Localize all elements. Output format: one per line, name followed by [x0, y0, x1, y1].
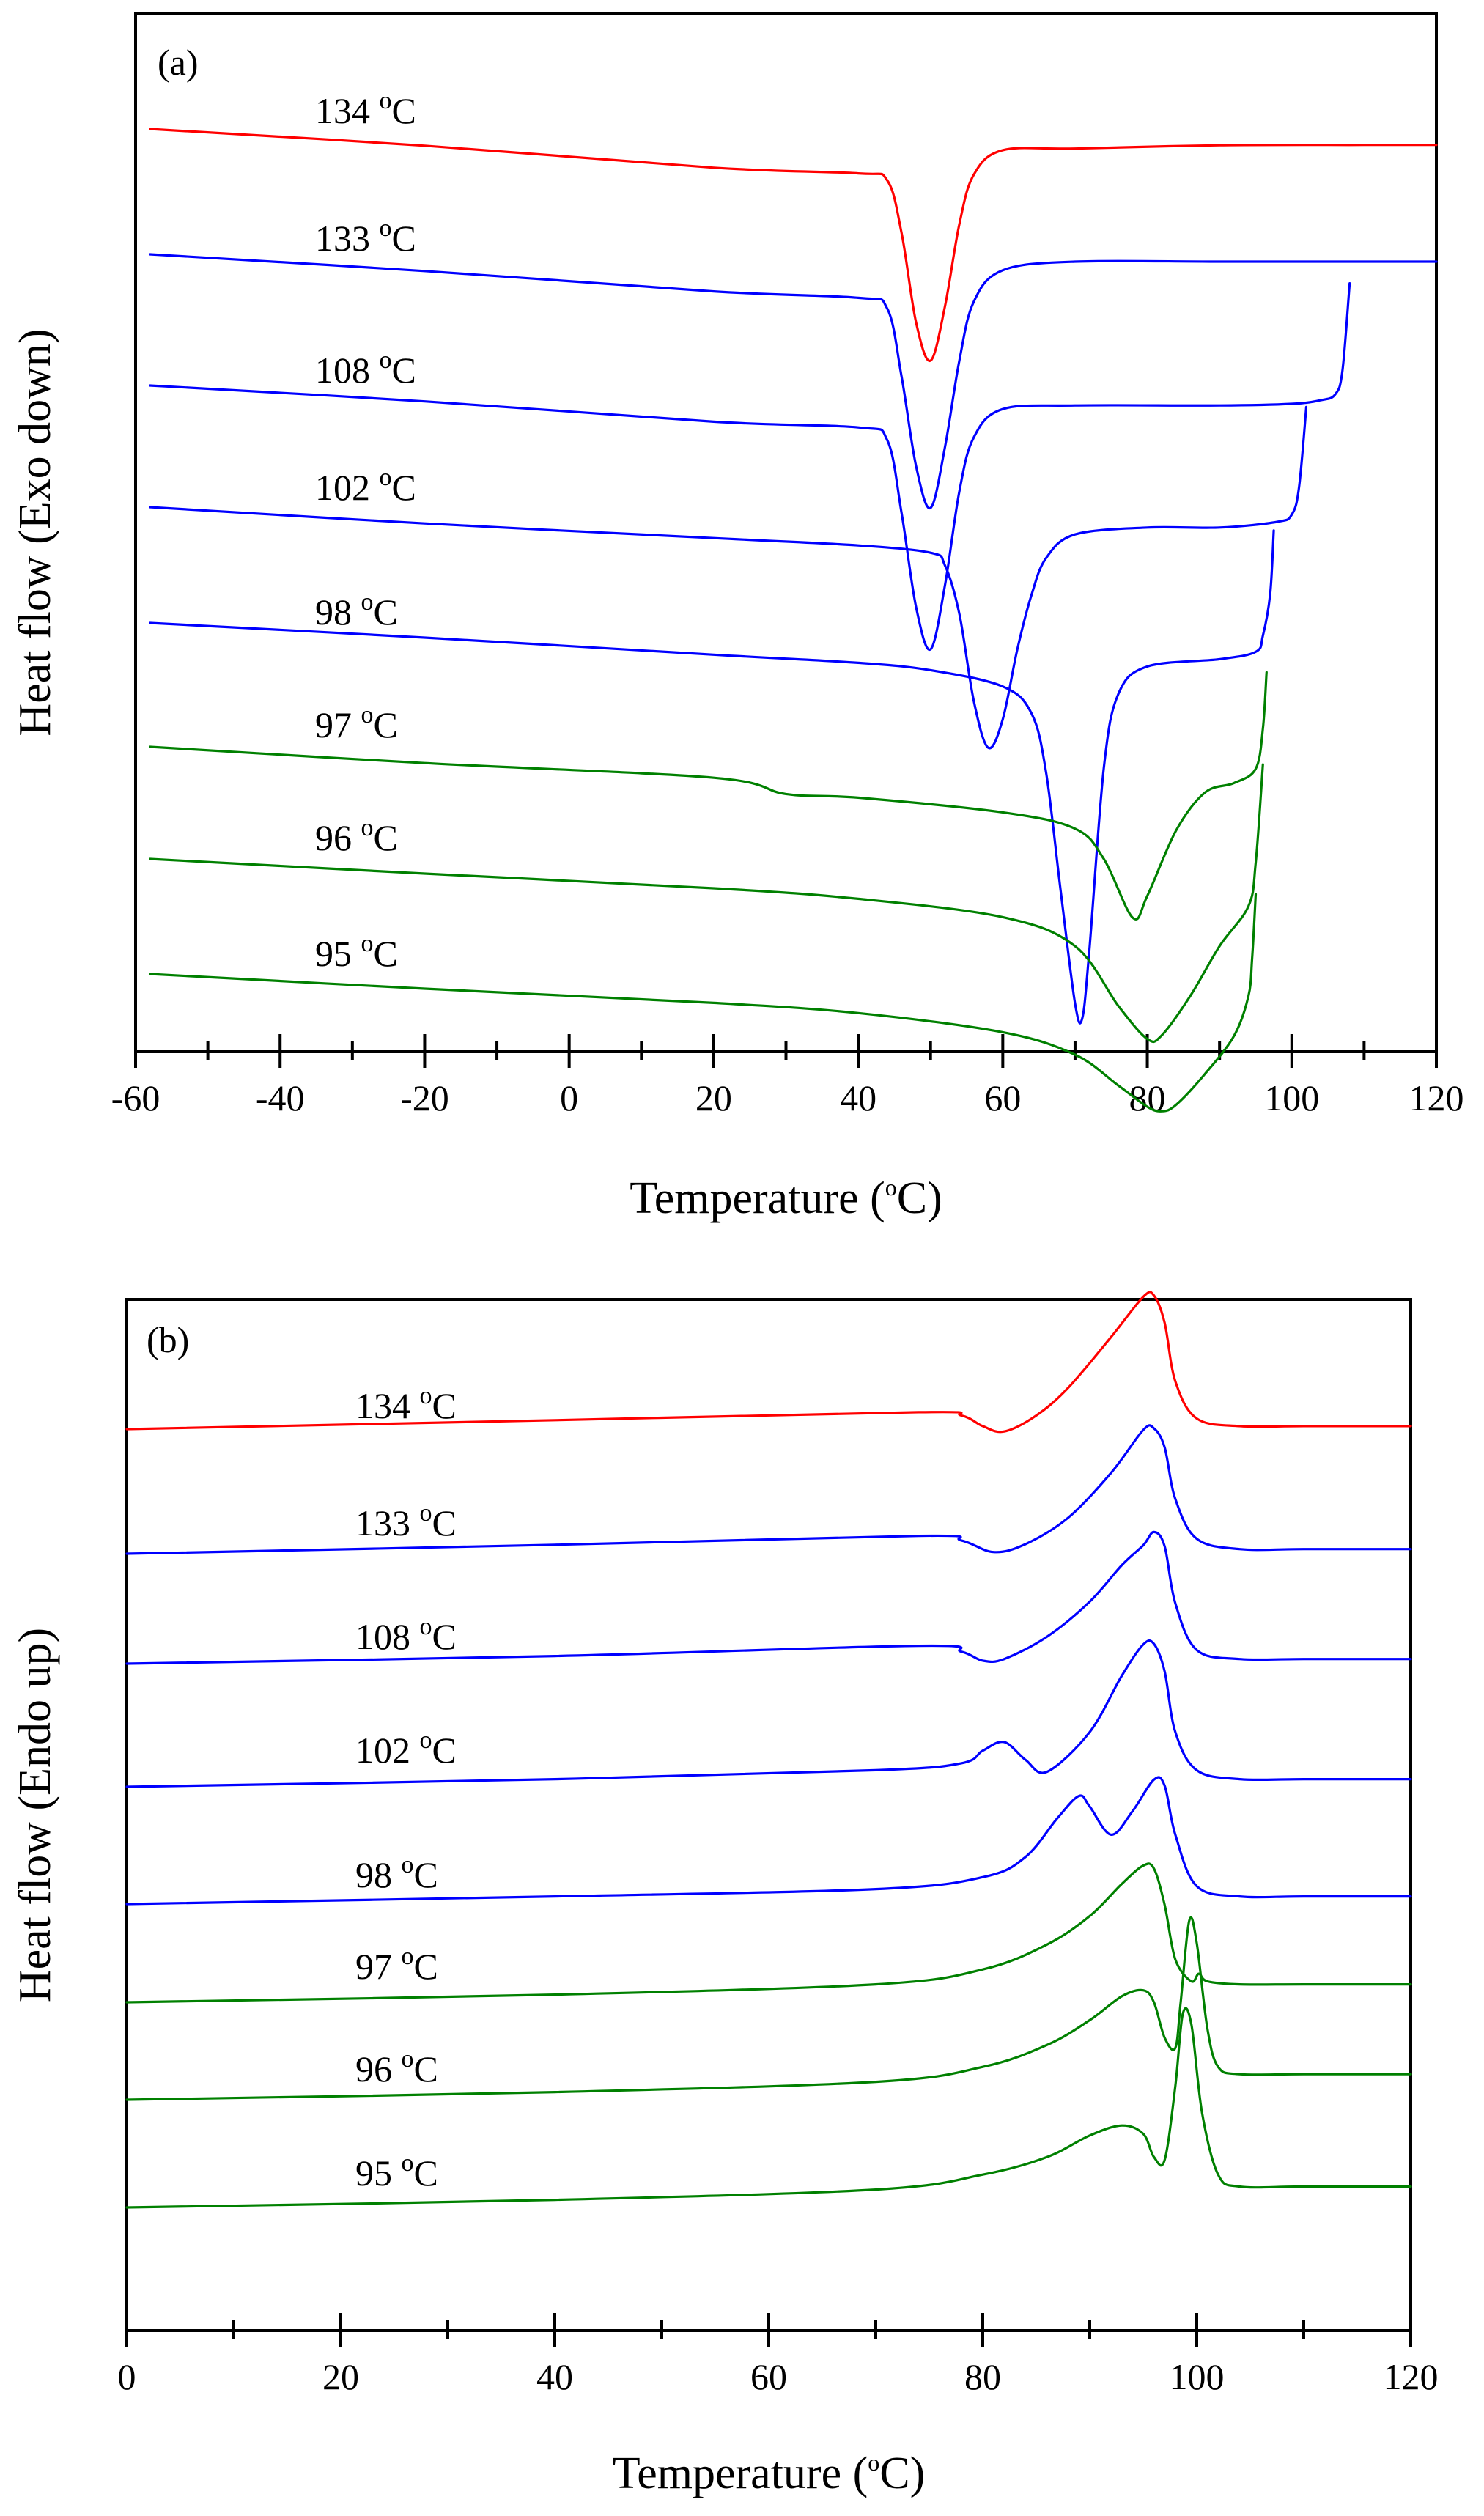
series-label-134: 134 oC [355, 1382, 457, 1426]
x-tick-label: 20 [322, 2356, 359, 2397]
series-line-134 [125, 1291, 1412, 1434]
series-label-96: 96 oC [315, 814, 398, 858]
panel-b: 0 20 40 60 80 100 120 (b) Temperature (oC) Heat f… [10, 1291, 1439, 2498]
series-label-134: 134 oC [315, 87, 416, 131]
x-tick-label: 60 [984, 1077, 1021, 1118]
x-tick-label: 40 [840, 1077, 876, 1118]
series-line-102 [125, 1639, 1412, 1788]
x-tick-label: 60 [750, 2356, 787, 2397]
x-tick-label: 40 [536, 2356, 573, 2397]
x-tick-label: 120 [1409, 1077, 1464, 1118]
series-label-102: 102 oC [315, 464, 416, 508]
series-line-134 [149, 128, 1438, 362]
x-axis-label: Temperature (oC) [630, 1173, 942, 1223]
series-line-97 [149, 671, 1268, 921]
plot-frame [134, 12, 1438, 1053]
x-tick-label: 0 [118, 2356, 136, 2397]
x-tick-label: 0 [560, 1077, 578, 1118]
series-line-102 [149, 405, 1308, 750]
y-axis-label: Heat flow (Endo up) [10, 1628, 60, 2002]
series-line-108 [149, 282, 1351, 651]
series-label-102: 102 oC [355, 1727, 457, 1771]
series-line-96 [125, 1916, 1412, 2101]
x-tick-label: 100 [1170, 2356, 1225, 2397]
panel-label: (b) [147, 1319, 189, 1360]
x-tick-label: 80 [964, 2356, 1001, 2397]
series-label-108: 108 oC [355, 1613, 457, 1657]
x-tick-label: -20 [400, 1077, 449, 1118]
series-label-97: 97 oC [355, 1943, 438, 1987]
series-label-95: 95 oC [355, 2150, 438, 2194]
series-label-133: 133 oC [315, 215, 416, 259]
x-tick-label: 20 [695, 1077, 732, 1118]
x-tick-label: 100 [1264, 1077, 1319, 1118]
series-label-108: 108 oC [315, 347, 416, 391]
x-tick-label: -40 [256, 1077, 305, 1118]
series-line-133 [125, 1424, 1412, 1555]
series-label-133: 133 oC [355, 1499, 457, 1543]
series-line-98 [149, 529, 1275, 1025]
series-line-96 [149, 763, 1264, 1044]
x-tick-label: 120 [1384, 2356, 1439, 2397]
series-line-95 [125, 2007, 1412, 2209]
y-axis-label: Heat flow (Exo down) [10, 328, 60, 736]
series-label-95: 95 oC [315, 930, 398, 974]
series-label-97: 97 oC [315, 701, 398, 745]
x-axis-label: Temperature (oC) [613, 2449, 926, 2498]
panel-a: -60 -40 -20 0 20 40 60 80 100 120(a)Temperature (… [10, 12, 1464, 1223]
series-label-96: 96 oC [355, 2045, 438, 2089]
series-line-95 [149, 893, 1258, 1113]
series-line-97 [125, 1862, 1412, 2004]
series-label-98: 98 oC [315, 589, 398, 632]
series-label-98: 98 oC [355, 1851, 438, 1895]
series-line-98 [125, 1776, 1412, 1906]
x-tick-label: -60 [111, 1077, 160, 1118]
series-line-108 [125, 1530, 1412, 1665]
series-line-133 [149, 253, 1438, 509]
panel-label: (a) [158, 42, 199, 83]
